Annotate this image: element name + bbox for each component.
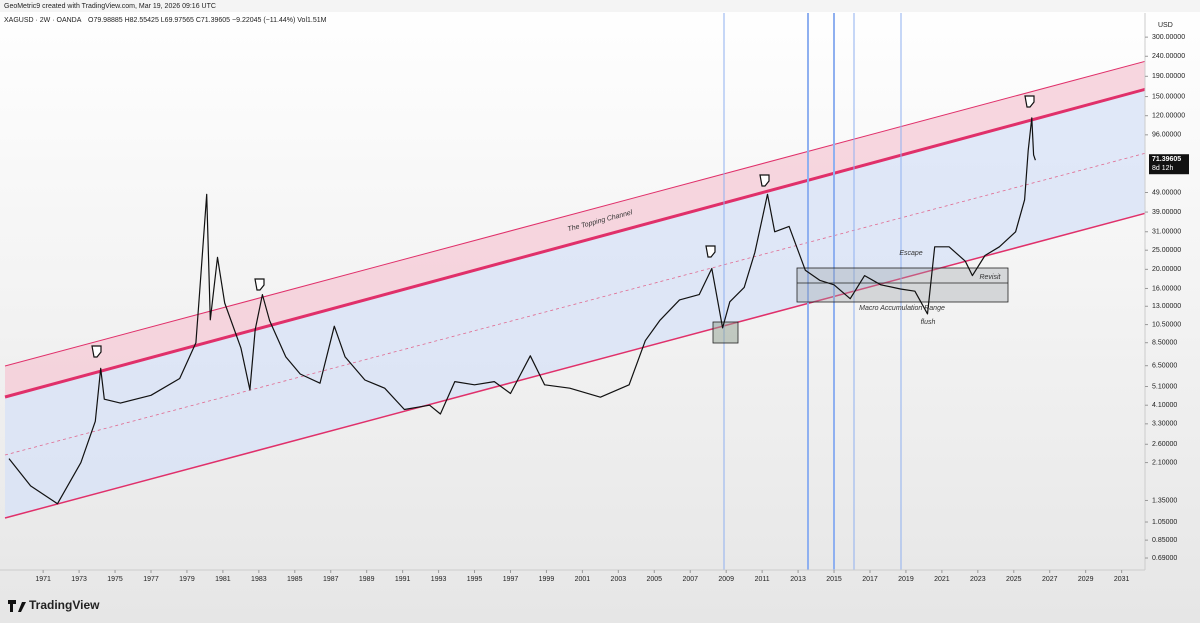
x-tick-label: 2009 xyxy=(718,576,734,583)
y-tick-label: 2.60000 xyxy=(1152,441,1177,448)
x-tick-label: 1995 xyxy=(467,576,483,583)
ohlc: O79.98885 H82.55425 L69.97565 C71.39605 … xyxy=(88,17,327,24)
y-tick-label: 4.10000 xyxy=(1152,402,1177,409)
y-tick-label: 190.00000 xyxy=(1152,73,1185,80)
hand-icon xyxy=(759,174,770,187)
x-tick-label: 2007 xyxy=(682,576,698,583)
x-tick-label: 2021 xyxy=(934,576,950,583)
y-tick-label: 5.10000 xyxy=(1152,383,1177,390)
x-tick-label: 2013 xyxy=(790,576,806,583)
x-tick-label: 1977 xyxy=(143,576,159,583)
x-tick-label: 2003 xyxy=(611,576,627,583)
header-bar xyxy=(0,0,1200,12)
channel-lower-band xyxy=(5,89,1145,518)
logo-mark xyxy=(8,600,26,612)
channel-bottom-line xyxy=(4,212,1145,519)
y-tick-label: 16.00000 xyxy=(1152,285,1181,292)
x-tick-label: 2031 xyxy=(1114,576,1130,583)
y-tick-label: 49.00000 xyxy=(1152,189,1181,196)
y-tick-label: 3.30000 xyxy=(1152,421,1177,428)
y-tick-label: 150.00000 xyxy=(1152,93,1185,100)
drawings: The Topping Channel Escape Revisit Macro… xyxy=(4,13,1145,570)
y-tick-label: 1.05000 xyxy=(1152,519,1177,526)
hand-icon xyxy=(1024,95,1035,108)
hand-icon xyxy=(705,245,716,258)
x-tick-label: 2029 xyxy=(1078,576,1094,583)
brand: TradingView xyxy=(29,598,100,612)
annotation: Macro Accumulation Range xyxy=(859,305,945,312)
y-tick-label: 1.35000 xyxy=(1152,497,1177,504)
y-tick-label: 0.69000 xyxy=(1152,555,1177,562)
y-tick-label: 240.00000 xyxy=(1152,53,1185,60)
x-tick-label: 1971 xyxy=(35,576,51,583)
x-tick-label: 2001 xyxy=(575,576,591,583)
y-tick-label: 20.00000 xyxy=(1152,266,1181,273)
x-tick-label: 2005 xyxy=(646,576,662,583)
x-tick-label: 2015 xyxy=(826,576,842,583)
x-tick-label: 1999 xyxy=(539,576,555,583)
x-tick-label: 1991 xyxy=(395,576,411,583)
y-tick-label: 25.00000 xyxy=(1152,247,1181,254)
logo: TradingView xyxy=(8,598,100,612)
y-tick-label: 8.50000 xyxy=(1152,340,1177,347)
x-tick-label: 1979 xyxy=(179,576,195,583)
countdown: 8d 12h xyxy=(1152,165,1174,172)
channel-main-line xyxy=(4,87,1145,399)
hand-icon xyxy=(91,345,102,358)
x-tick-label: 1997 xyxy=(503,576,519,583)
x-tick-label: 1989 xyxy=(359,576,375,583)
x-tick-label: 2019 xyxy=(898,576,914,583)
x-tick-label: 1993 xyxy=(431,576,447,583)
x-tick-label: 1973 xyxy=(71,576,87,583)
x-tick-label: 2027 xyxy=(1042,576,1058,583)
y-tick-label: 10.50000 xyxy=(1152,321,1181,328)
price-tag-label: 71.39605 xyxy=(1152,156,1181,163)
low-box xyxy=(712,321,739,344)
y-tick-label: 120.00000 xyxy=(1152,113,1185,120)
credit: GeoMetric9 created with TradingView.com,… xyxy=(4,3,216,10)
x-tick-label: 2025 xyxy=(1006,576,1022,583)
channel-top-line xyxy=(4,60,1145,367)
x-tick-label: 2017 xyxy=(862,576,878,583)
x-tick-label: 1983 xyxy=(251,576,267,583)
y-tick-label: 6.50000 xyxy=(1152,363,1177,370)
price-line xyxy=(8,117,1036,505)
x-tick-label: 1987 xyxy=(323,576,339,583)
x-tick-label: 1985 xyxy=(287,576,303,583)
y-tick-label: 31.00000 xyxy=(1152,229,1181,236)
symbol: XAGUSD · 2W · OANDA xyxy=(4,17,82,24)
y-tick-label: 300.00000 xyxy=(1152,34,1185,41)
price-tag xyxy=(1149,154,1189,175)
x-tick-label: 2011 xyxy=(755,576,770,583)
accumulation-box xyxy=(796,267,1009,303)
hand-icons xyxy=(91,95,1035,358)
annotation: flush xyxy=(921,319,936,326)
x-tick-label: 1975 xyxy=(107,576,123,583)
y-tick-label: 13.00000 xyxy=(1152,303,1181,310)
y-tick-label: 2.10000 xyxy=(1152,459,1177,466)
y-tick-label: 96.00000 xyxy=(1152,132,1181,139)
annotation: Revisit xyxy=(979,274,1001,281)
y-tick-label: 39.00000 xyxy=(1152,209,1181,216)
y-tick-label: 0.85000 xyxy=(1152,537,1177,544)
channel-upper-band xyxy=(5,61,1145,397)
x-tick-label: 2023 xyxy=(970,576,986,583)
hand-icon xyxy=(254,278,265,291)
currency: USD xyxy=(1158,22,1173,29)
x-tick-label: 1981 xyxy=(215,576,231,583)
annotation: Escape xyxy=(899,250,922,257)
